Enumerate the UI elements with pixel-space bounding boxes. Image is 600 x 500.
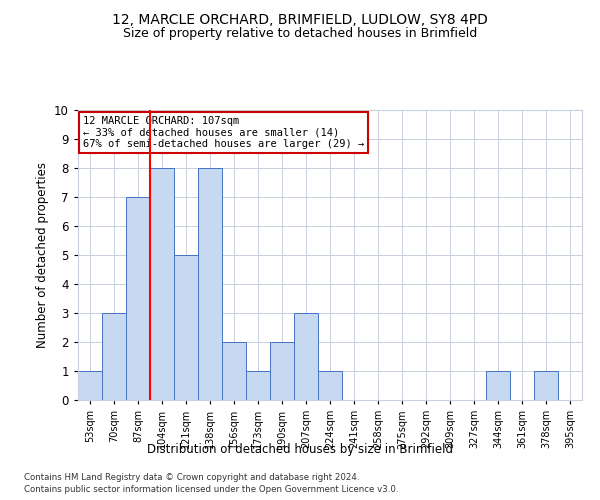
Y-axis label: Number of detached properties: Number of detached properties [35,162,49,348]
Bar [246,371,270,400]
Text: 12, MARCLE ORCHARD, BRIMFIELD, LUDLOW, SY8 4PD: 12, MARCLE ORCHARD, BRIMFIELD, LUDLOW, S… [112,12,488,26]
Bar [78,371,102,400]
Text: Contains HM Land Registry data © Crown copyright and database right 2024.: Contains HM Land Registry data © Crown c… [24,472,359,482]
Text: Contains public sector information licensed under the Open Government Licence v3: Contains public sector information licen… [24,485,398,494]
Bar [198,168,222,400]
Bar [102,313,126,400]
Bar [270,342,294,400]
Text: Size of property relative to detached houses in Brimfield: Size of property relative to detached ho… [123,28,477,40]
Text: Distribution of detached houses by size in Brimfield: Distribution of detached houses by size … [147,442,453,456]
Bar [222,342,246,400]
Bar [126,197,150,400]
Bar [534,371,558,400]
Bar [150,168,174,400]
Text: 12 MARCLE ORCHARD: 107sqm
← 33% of detached houses are smaller (14)
67% of semi-: 12 MARCLE ORCHARD: 107sqm ← 33% of detac… [83,116,364,149]
Bar [486,371,510,400]
Bar [294,313,318,400]
Bar [318,371,342,400]
Bar [174,255,198,400]
